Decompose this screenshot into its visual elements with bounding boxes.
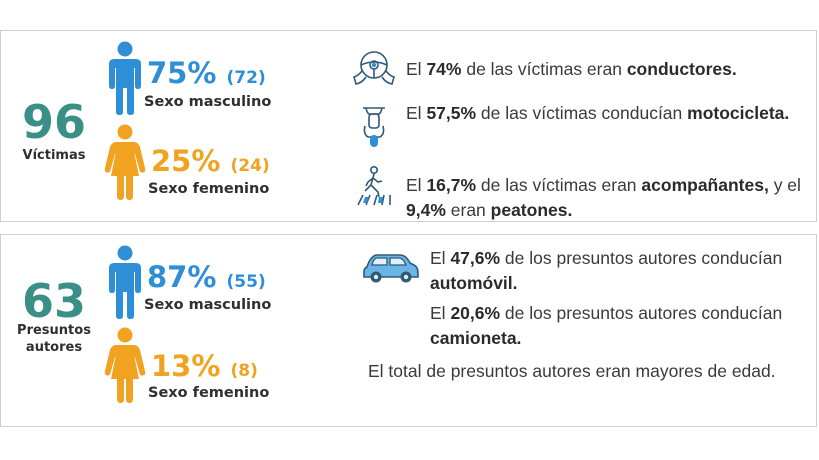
authors-stat-2: El 20,6% de los presuntos autores conduc…	[430, 303, 783, 348]
steering-wheel-icon	[353, 51, 395, 85]
victims-stat-1: El 74% de las víctimas eran conductores.	[406, 59, 737, 79]
victims-female-count: (24)	[230, 156, 270, 176]
authors-female-pct: 13%	[151, 349, 221, 383]
victims-female-percent: 25% (24)	[151, 147, 270, 176]
authors-stat-1: El 47,6% de los presuntos autores conduc…	[430, 248, 783, 293]
stat-value: 57,5%	[426, 103, 477, 123]
stat-value: 9,4%	[406, 200, 446, 220]
victims-male-label: Sexo masculino	[144, 94, 272, 110]
victims-stat-2: El 57,5% de las víctimas conducían motoc…	[406, 103, 790, 123]
stat-value: 20,6%	[450, 303, 501, 323]
authors-female-count: (8)	[230, 361, 258, 381]
female-figure-icon	[104, 124, 146, 200]
stat-highlight: automóvil.	[430, 273, 518, 293]
victims-count: 96	[21, 95, 86, 149]
authors-count: 63	[21, 274, 86, 328]
motorcycle-icon	[363, 107, 385, 147]
victims-male-pct: 75%	[147, 56, 217, 90]
stat-value: 47,6%	[450, 248, 501, 268]
victims-panel: 96 Víctimas 75% (72) Sexo masculino 25% …	[0, 30, 817, 222]
victims-male-count: (72)	[226, 68, 266, 88]
victims-male-percent: 75% (72)	[147, 59, 266, 88]
authors-male-pct: 87%	[147, 260, 217, 294]
male-figure-icon	[109, 245, 141, 319]
pedestrian-crossing-icon	[357, 165, 391, 206]
victims-female-label: Sexo femenino	[148, 181, 270, 197]
authors-male-label: Sexo masculino	[144, 297, 272, 313]
victims-female-pct: 25%	[151, 144, 221, 178]
female-figure-icon	[104, 327, 146, 403]
authors-male-count: (55)	[226, 272, 266, 292]
authors-panel: 63 Presuntos autores 87% (55) Sexo mascu…	[0, 234, 817, 427]
stat-highlight: peatones.	[490, 200, 573, 220]
victims-label: Víctimas	[22, 148, 86, 163]
authors-stat-3: El total de presuntos autores eran mayor…	[368, 361, 776, 381]
stat-highlight: acompañantes,	[641, 175, 769, 195]
victims-stat-3: El 16,7% de las víctimas eran acompañant…	[406, 175, 801, 220]
male-figure-icon	[109, 41, 141, 115]
stat-highlight: camioneta.	[430, 328, 522, 348]
stat-highlight: conductores.	[626, 59, 737, 79]
stat-value: 16,7%	[426, 175, 477, 195]
stat-value: 74%	[426, 59, 462, 79]
car-icon	[363, 254, 419, 283]
authors-male-percent: 87% (55)	[147, 263, 266, 292]
authors-female-label: Sexo femenino	[148, 385, 270, 401]
authors-female-percent: 13% (8)	[151, 352, 258, 381]
authors-label: Presuntos autores	[17, 323, 91, 355]
stat-highlight: motocicleta.	[687, 103, 790, 123]
